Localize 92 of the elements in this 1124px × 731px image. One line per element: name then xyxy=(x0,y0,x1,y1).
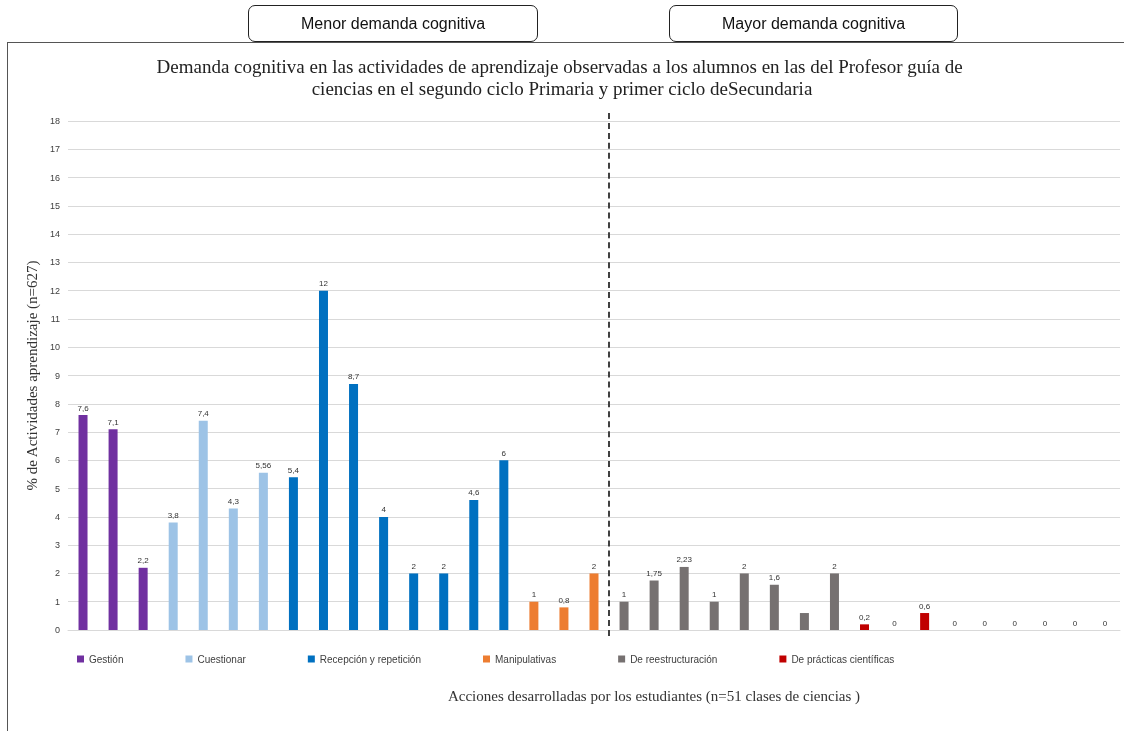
data-label: 7,1 xyxy=(107,417,120,427)
y-tick-label: 12 xyxy=(49,285,60,296)
bar xyxy=(679,566,689,630)
y-tick-label: 0 xyxy=(54,625,60,635)
bar xyxy=(649,580,659,630)
bar xyxy=(799,613,809,630)
data-label: 0 xyxy=(1102,618,1108,628)
bar xyxy=(709,601,719,630)
bar xyxy=(439,573,449,630)
bar xyxy=(409,573,419,630)
data-label: 0 xyxy=(892,618,898,628)
y-tick-label: 8 xyxy=(54,398,60,409)
data-label: 12 xyxy=(319,279,329,289)
bar xyxy=(138,567,148,630)
chart-title: Demanda cognitiva en las actividades de aprendizaje observadas a los alumnos en las del Profesor guía de ciencias en el segundo ciclo Primaria y primer ciclo deSecundaria xyxy=(156,55,968,99)
bar xyxy=(469,499,479,630)
data-label: 7,6 xyxy=(77,403,90,413)
data-label: 0,8 xyxy=(558,595,571,605)
bar xyxy=(920,613,930,630)
y-tick-label: 6 xyxy=(54,455,60,466)
data-label: 5,56 xyxy=(255,461,272,471)
text: Mayor demanda cognitiva xyxy=(669,5,959,42)
bar xyxy=(168,522,178,630)
data-label: 0 xyxy=(1072,618,1078,628)
data-label: 7,4 xyxy=(197,409,210,419)
data-label: 1,6 xyxy=(768,573,781,583)
data-label: 0 xyxy=(1042,618,1048,628)
y-tick-label: 9 xyxy=(54,370,60,381)
legend-label: De prácticas científicas xyxy=(791,653,895,665)
data-label: 2 xyxy=(742,561,748,571)
y-tick-label: 10 xyxy=(49,342,60,353)
data-label: 2 xyxy=(591,561,597,571)
text: Menor demanda cognitiva xyxy=(248,5,539,42)
data-label: 2,2 xyxy=(137,556,150,566)
y-axis-title: % de Actividades aprendizaje (n=627) xyxy=(23,260,41,491)
y-tick-label: 7 xyxy=(54,427,60,438)
data-label: 0 xyxy=(952,618,958,628)
data-label: 2 xyxy=(441,561,447,571)
y-tick-label: 18 xyxy=(49,116,60,126)
bar xyxy=(829,573,839,630)
data-label: 2 xyxy=(832,561,838,571)
data-label: 1 xyxy=(531,590,537,600)
legend-label: Gestión xyxy=(89,653,124,665)
data-label: 0,6 xyxy=(919,601,931,611)
bar xyxy=(349,383,359,630)
bar xyxy=(619,601,629,630)
data-label: 4 xyxy=(381,505,387,515)
bar xyxy=(559,607,569,630)
data-label: 5,4 xyxy=(287,465,300,475)
data-label: 3,8 xyxy=(167,511,180,521)
bar xyxy=(228,508,238,630)
data-label: 8,7 xyxy=(347,372,360,382)
y-tick-label: 1 xyxy=(54,596,60,607)
legend-label: De reestructuración xyxy=(630,653,718,665)
bar xyxy=(589,573,599,630)
bar xyxy=(529,601,539,630)
data-label: 6 xyxy=(501,448,507,458)
y-tick-label: 11 xyxy=(50,313,60,324)
data-label: 1 xyxy=(621,590,627,600)
y-tick-label: 13 xyxy=(49,257,60,268)
bar xyxy=(739,573,749,630)
bar xyxy=(108,429,118,630)
y-tick-label: 17 xyxy=(49,144,60,155)
bar xyxy=(198,420,208,630)
y-tick-label: 15 xyxy=(49,200,60,211)
data-label: 4,6 xyxy=(468,488,480,498)
x-axis-title: Acciones desarrolladas por los estudiantes (n=51 clases de ciencias ) xyxy=(447,687,861,705)
legend-label: Manipulativas xyxy=(494,653,557,665)
data-label: 2,23 xyxy=(676,555,693,565)
bar xyxy=(258,472,268,630)
legend-label: Recepción y repetición xyxy=(319,653,421,665)
y-tick-label: 5 xyxy=(54,483,60,494)
bar xyxy=(379,516,389,630)
y-tick-label: 16 xyxy=(49,172,60,183)
bar xyxy=(769,584,779,630)
bar xyxy=(860,624,870,630)
legend-label: Cuestionar xyxy=(197,653,247,665)
bar xyxy=(499,460,509,630)
data-label: 0,2 xyxy=(858,612,871,622)
data-label: 1 xyxy=(712,590,717,600)
y-tick-label: 4 xyxy=(54,511,60,522)
y-tick-label: 3 xyxy=(54,540,60,551)
bar xyxy=(78,415,88,630)
data-label: 0 xyxy=(982,618,988,628)
data-label: 0 xyxy=(1012,618,1018,628)
data-label: 4,3 xyxy=(227,496,240,506)
data-label: 2 xyxy=(411,561,417,571)
y-tick-label: 2 xyxy=(54,568,60,579)
y-tick-label: 14 xyxy=(49,229,60,240)
data-label: 1,75 xyxy=(646,569,663,579)
bar xyxy=(318,290,328,630)
bar xyxy=(288,477,298,630)
